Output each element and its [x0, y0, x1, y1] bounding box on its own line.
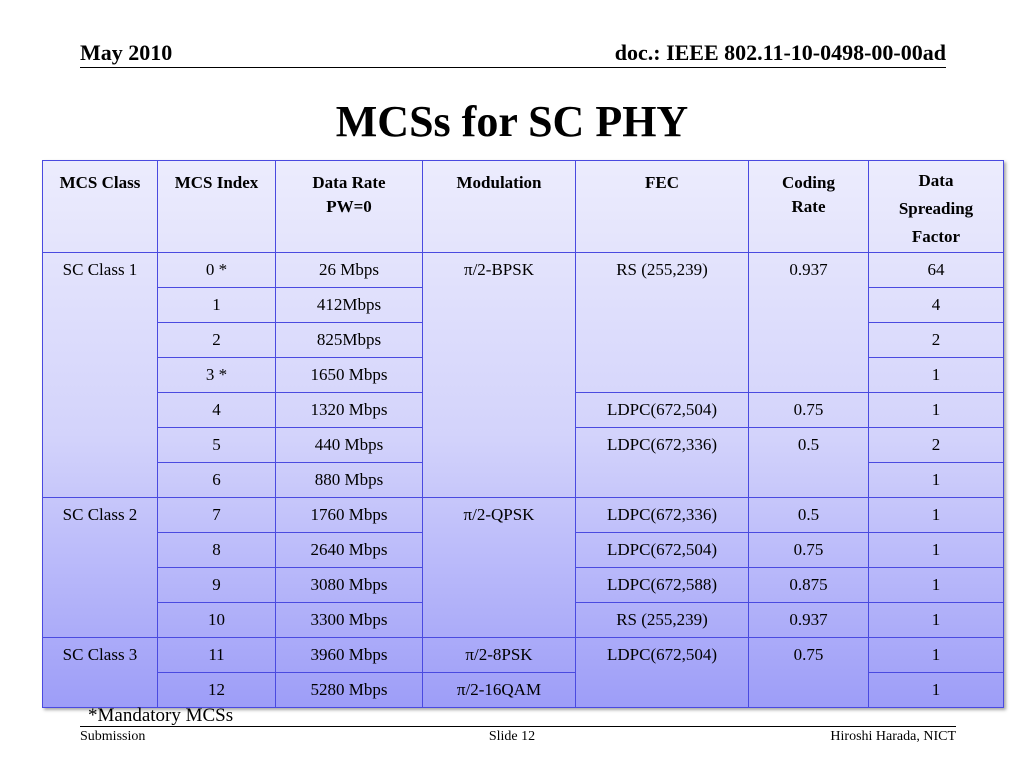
index-cell: 12 — [157, 672, 276, 708]
index-cell: 4 — [157, 392, 276, 428]
table-row: 9 3080 Mbps LDPC(672,588) 0.875 1 — [43, 567, 1004, 603]
rate-cell: 5280 Mbps — [275, 672, 423, 708]
header-mcs-index: MCS Index — [157, 160, 276, 253]
index-cell: 3 * — [157, 357, 276, 393]
dsf-cell: 64 — [868, 252, 1004, 288]
rate-cell: 440 Mbps — [275, 427, 423, 463]
rate-cell: 2640 Mbps — [275, 532, 423, 568]
dsf-cell: 1 — [868, 497, 1004, 533]
coding-rate-cell: 0.5 — [748, 497, 869, 533]
header-data-rate-line2: PW=0 — [326, 197, 372, 216]
rate-cell: 1760 Mbps — [275, 497, 423, 533]
header-dsf-line3: Factor — [911, 227, 961, 246]
table-row: 12 5280 Mbps π/2-16QAM 1 — [43, 672, 1004, 708]
fec-cell: RS (255,239) — [575, 252, 749, 393]
fec-cell: LDPC(672,588) — [575, 567, 749, 603]
dsf-cell: 1 — [868, 602, 1004, 638]
mcs-table: MCS Class MCS Index Data Rate PW=0 Modul… — [42, 160, 1004, 708]
dsf-cell: 1 — [868, 567, 1004, 603]
header-divider — [80, 67, 946, 68]
footer-divider — [80, 726, 956, 727]
class-cell: SC Class 1 — [42, 252, 158, 498]
table-row: 10 3300 Mbps RS (255,239) 0.937 1 — [43, 602, 1004, 638]
rate-cell: 3960 Mbps — [275, 637, 423, 673]
header-dsf-line1: Data — [918, 171, 954, 190]
coding-rate-cell: 0.75 — [748, 637, 869, 708]
dsf-cell: 1 — [868, 392, 1004, 428]
header-coding-rate: Coding Rate — [748, 160, 869, 253]
rate-cell: 1320 Mbps — [275, 392, 423, 428]
dsf-cell: 2 — [868, 322, 1004, 358]
table-row: 2 825Mbps 2 — [43, 322, 1004, 358]
header-doc-id: doc.: IEEE 802.11-10-0498-00-00ad — [614, 40, 946, 65]
footer-slide-number: Slide 12 — [488, 729, 536, 744]
fec-cell: LDPC(672,504) — [575, 637, 749, 708]
table-row: SC Class 1 0 * 26 Mbps π/2-BPSK RS (255,… — [42, 252, 1004, 498]
rate-cell: 26 Mbps — [275, 252, 423, 288]
coding-rate-cell: 0.75 — [748, 532, 869, 568]
index-cell: 0 * — [157, 252, 276, 288]
fec-cell: LDPC(672,504) — [575, 532, 749, 568]
coding-rate-cell: 0.75 — [748, 392, 869, 428]
dsf-cell: 2 — [868, 427, 1004, 463]
index-cell: 10 — [157, 602, 276, 638]
rate-cell: 3300 Mbps — [275, 602, 423, 638]
class-cell: SC Class 2 — [42, 497, 158, 638]
table-row: SC Class 2 7 1760 Mbps π/2-QPSK LDPC(672… — [42, 497, 1004, 638]
table-row: 1 412Mbps 4 — [43, 287, 1004, 323]
header-date: May 2010 — [80, 40, 173, 65]
index-cell: 2 — [157, 322, 276, 358]
table-row: SC Class 3 11 3960 Mbps π/2-8PSK LDPC(67… — [42, 637, 1004, 708]
dsf-cell: 1 — [868, 532, 1004, 568]
slide-title: MCSs for SC PHY — [335, 97, 689, 146]
dsf-cell: 1 — [868, 357, 1004, 393]
index-cell: 8 — [157, 532, 276, 568]
class-cell: SC Class 3 — [42, 637, 158, 708]
index-cell: 11 — [157, 637, 276, 673]
index-cell: 6 — [157, 462, 276, 498]
modulation-cell: π/2-QPSK — [422, 497, 576, 638]
modulation-cell: π/2-8PSK — [422, 637, 576, 673]
rate-cell: 880 Mbps — [275, 462, 423, 498]
index-cell: 7 — [157, 497, 276, 533]
dsf-cell: 1 — [868, 462, 1004, 498]
coding-rate-cell: 0.5 — [748, 427, 869, 498]
fec-cell: LDPC(672,336) — [575, 427, 749, 498]
dsf-cell: 4 — [868, 287, 1004, 323]
header-data-spreading-factor: Data Spreading Factor — [868, 160, 1004, 253]
modulation-cell: π/2-16QAM — [422, 672, 576, 708]
header-data-rate: Data Rate PW=0 — [275, 160, 423, 253]
rate-cell: 412Mbps — [275, 287, 423, 323]
fec-cell: LDPC(672,336) — [575, 497, 749, 533]
rate-cell: 1650 Mbps — [275, 357, 423, 393]
table-row: 6 880 Mbps 1 — [43, 462, 1004, 498]
header-mcs-class: MCS Class — [42, 160, 158, 253]
coding-rate-cell: 0.875 — [748, 567, 869, 603]
footer-submission: Submission — [80, 729, 146, 744]
header-data-rate-line1: Data Rate — [312, 173, 386, 192]
footer-author: Hiroshi Harada, NICT — [830, 729, 956, 744]
table-row: 3 * 1650 Mbps 1 — [43, 357, 1004, 393]
header-fec: FEC — [575, 160, 749, 253]
header-modulation: Modulation — [422, 160, 576, 253]
index-cell: 9 — [157, 567, 276, 603]
rate-cell: 825Mbps — [275, 322, 423, 358]
rate-cell: 3080 Mbps — [275, 567, 423, 603]
dsf-cell: 1 — [868, 637, 1004, 673]
coding-rate-cell: 0.937 — [748, 252, 869, 393]
dsf-cell: 1 — [868, 672, 1004, 708]
header-dsf-line2: Spreading — [898, 199, 974, 218]
coding-rate-cell: 0.937 — [748, 602, 869, 638]
index-cell: 5 — [157, 427, 276, 463]
table-row: 5 440 Mbps LDPC(672,336) 0.5 2 — [43, 427, 1004, 498]
index-cell: 1 — [157, 287, 276, 323]
fec-cell: RS (255,239) — [575, 602, 749, 638]
table-header-row: MCS Class MCS Index Data Rate PW=0 Modul… — [42, 160, 1004, 253]
modulation-cell: π/2-BPSK — [422, 252, 576, 498]
fec-cell: LDPC(672,504) — [575, 392, 749, 428]
table-row: 4 1320 Mbps LDPC(672,504) 0.75 1 — [43, 392, 1004, 428]
mandatory-note: *Mandatory MCSs — [88, 705, 234, 726]
